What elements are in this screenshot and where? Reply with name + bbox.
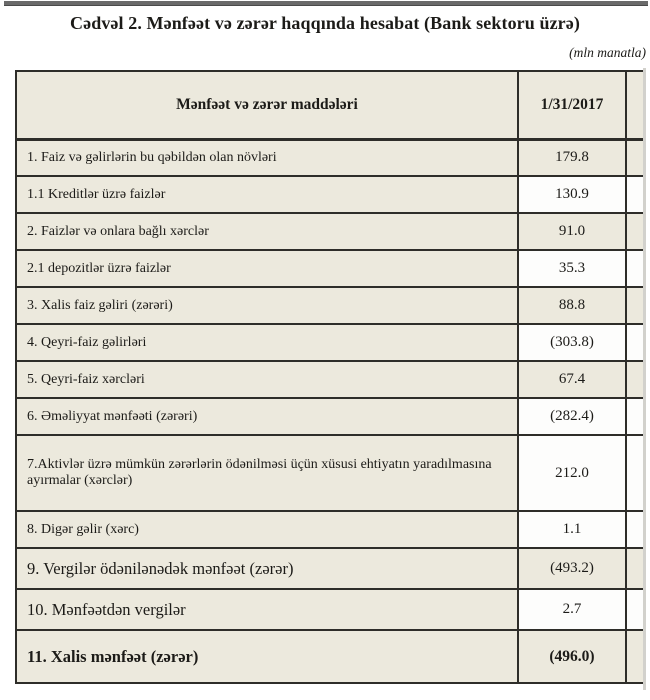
row-value-cell: 67.4 xyxy=(517,360,627,399)
scan-edge-margin xyxy=(646,66,650,700)
row-label-cell: 11. Xalis mənfəət (zərər) xyxy=(15,629,519,684)
row-label-cell: 3. Xalis faiz gəliri (zərəri) xyxy=(15,286,519,325)
row-value-cell: 2.7 xyxy=(517,588,627,631)
table-row: 2.1 depozitlər üzrə faizlər 35.3 xyxy=(15,249,650,288)
row-value-cell: (496.0) xyxy=(517,629,627,684)
table-row: 5. Qeyri-faiz xərcləri 67.4 xyxy=(15,360,650,399)
row-value-cell: 212.0 xyxy=(517,434,627,512)
row-label-cell: 5. Qeyri-faiz xərcləri xyxy=(15,360,519,399)
row-value-cell: 88.8 xyxy=(517,286,627,325)
unit-note: (mln manatla) xyxy=(569,45,646,60)
row-value-cell: (493.2) xyxy=(517,547,627,590)
table-row: 8. Digər gəlir (xərc) 1.1 xyxy=(15,510,650,549)
table-row: 1. Faiz və gəlirlərin bu qəbildən olan n… xyxy=(15,138,650,177)
table-row: 1.1 Kreditlər üzrə faizlər 130.9 xyxy=(15,175,650,214)
row-value-cell: (303.8) xyxy=(517,323,627,362)
row-value-cell: 1.1 xyxy=(517,510,627,549)
table-row: 10. Mənfəətdən vergilər 2.7 xyxy=(15,588,650,631)
row-label-cell: 7.Aktivlər üzrə mümkün zərərlərin ödənil… xyxy=(15,434,519,512)
row-label-cell: 8. Digər gəlir (xərc) xyxy=(15,510,519,549)
document-title: Cədvəl 2. Mənfəət və zərər haqqında hesa… xyxy=(70,13,580,33)
table-body: 1. Faiz və gəlirlərin bu qəbildən olan n… xyxy=(15,138,650,684)
table-row: 6. Əməliyyat mənfəəti (zərəri) (282.4) xyxy=(15,397,650,436)
row-label-cell: 1. Faiz və gəlirlərin bu qəbildən olan n… xyxy=(15,138,519,177)
column-header-date: 1/31/2017 xyxy=(517,70,627,141)
row-label-cell: 2. Faizlər və onlara bağlı xərclər xyxy=(15,212,519,251)
table-row: 9. Vergilər ödənilənədək mənfəət (zərər)… xyxy=(15,547,650,590)
row-value-cell: 130.9 xyxy=(517,175,627,214)
row-label-cell: 6. Əməliyyat mənfəəti (zərəri) xyxy=(15,397,519,436)
profit-loss-table: Mənfəət və zərər maddələri 1/31/2017 1. … xyxy=(15,70,650,684)
row-label-cell: 9. Vergilər ödənilənədək mənfəət (zərər) xyxy=(15,547,519,590)
row-value-cell: 35.3 xyxy=(517,249,627,288)
table-row: 7.Aktivlər üzrə mümkün zərərlərin ödənil… xyxy=(15,434,650,512)
row-value-cell: (282.4) xyxy=(517,397,627,436)
table-row: 2. Faizlər və onlara bağlı xərclər 91.0 xyxy=(15,212,650,251)
row-label-cell: 10. Mənfəətdən vergilər xyxy=(15,588,519,631)
row-label-cell: 1.1 Kreditlər üzrə faizlər xyxy=(15,175,519,214)
row-label-cell: 2.1 depozitlər üzrə faizlər xyxy=(15,249,519,288)
table-row: 4. Qeyri-faiz gəlirləri (303.8) xyxy=(15,323,650,362)
table-row: 11. Xalis mənfəət (zərər) (496.0) xyxy=(15,629,650,684)
row-label-cell: 4. Qeyri-faiz gəlirləri xyxy=(15,323,519,362)
page-top-edge-bar xyxy=(4,1,648,6)
row-value-cell: 91.0 xyxy=(517,212,627,251)
scan-edge-shade xyxy=(643,68,646,690)
table-row: 3. Xalis faiz gəliri (zərəri) 88.8 xyxy=(15,286,650,325)
table-header-row: Mənfəət və zərər maddələri 1/31/2017 xyxy=(15,70,650,141)
column-header-items: Mənfəət və zərər maddələri xyxy=(15,70,519,141)
row-value-cell: 179.8 xyxy=(517,138,627,177)
